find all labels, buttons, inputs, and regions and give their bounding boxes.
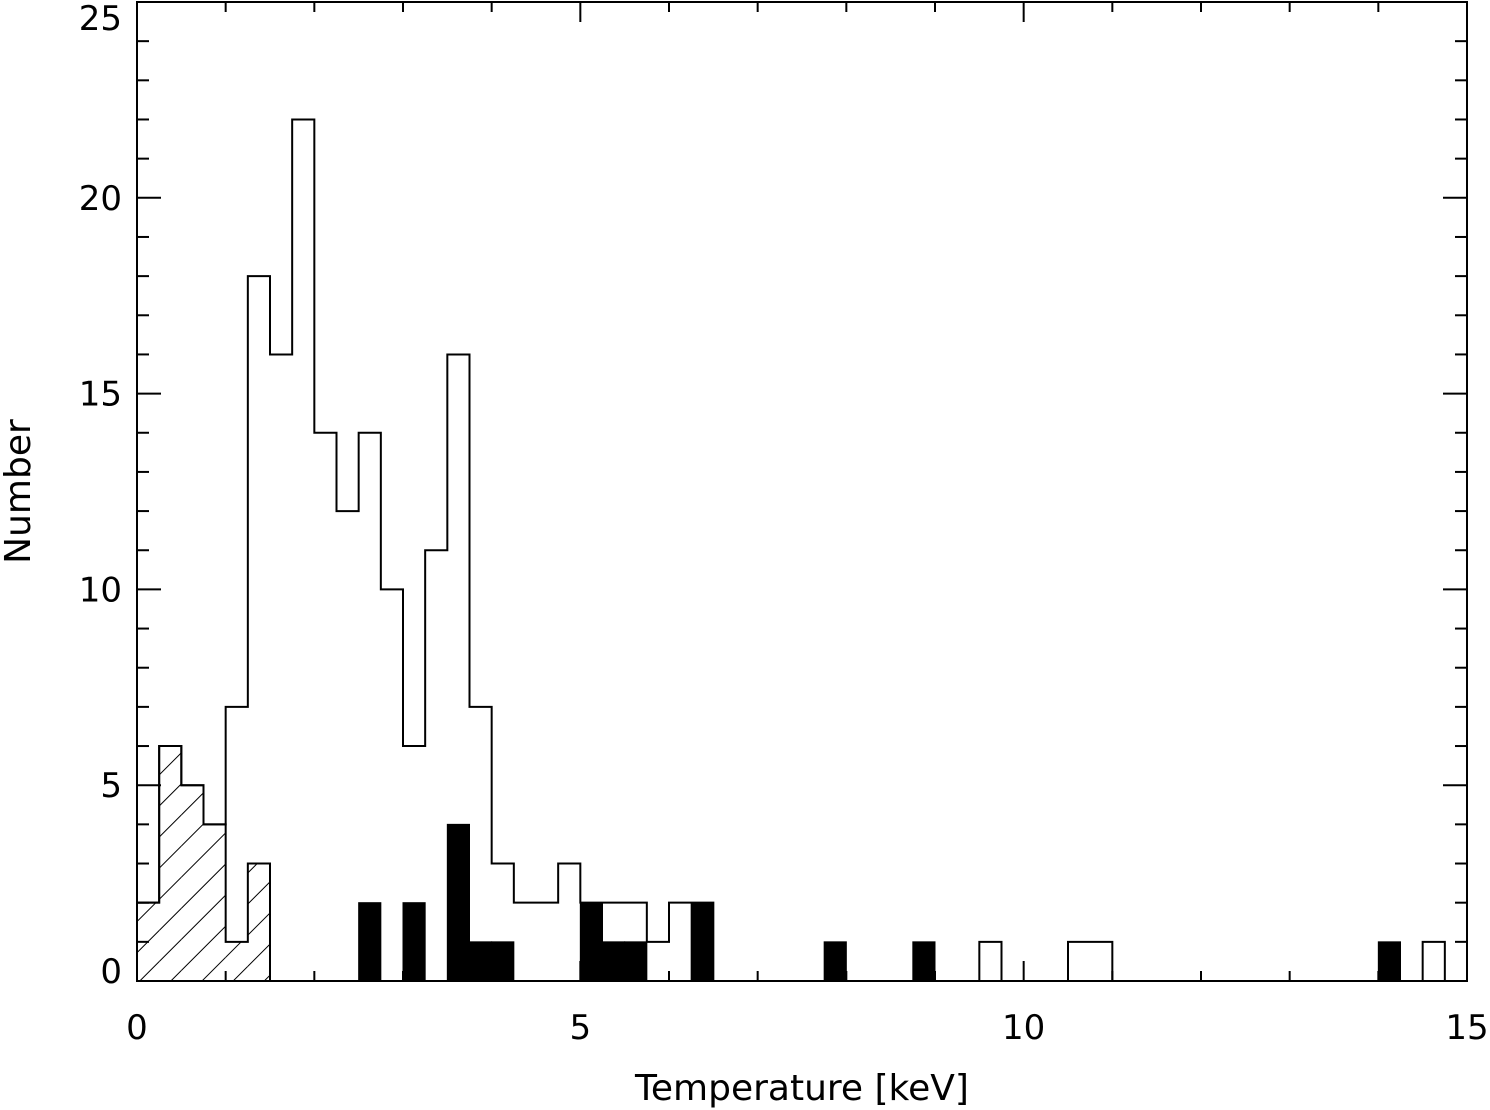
tick-labels: 0 5 10 15 0 5 10 15 20 25	[79, 0, 1489, 1048]
filled-bar	[579, 902, 603, 982]
hatched-bar	[203, 824, 226, 981]
y-tick-label: 20	[79, 179, 122, 219]
hatched-bar	[181, 785, 204, 981]
hatched-bar	[159, 746, 182, 981]
filled-bar	[690, 902, 714, 982]
filled-bar	[446, 823, 471, 982]
x-tick-label: 15	[1445, 1008, 1488, 1048]
filled-bar	[1377, 941, 1402, 982]
filled-histogram	[358, 823, 1402, 982]
filled-bar	[823, 941, 847, 982]
x-tick-label: 0	[126, 1008, 148, 1048]
y-tick-label: 10	[79, 570, 122, 610]
y-axis-title: Number	[0, 419, 39, 564]
x-axis-title: Temperature [keV]	[634, 1068, 969, 1109]
filled-bar	[602, 941, 626, 982]
x-tick-label: 10	[1002, 1008, 1045, 1048]
hatched-histogram	[136, 745, 271, 981]
filled-bar	[491, 941, 515, 982]
hatched-bar	[247, 863, 270, 981]
filled-bar	[624, 941, 648, 982]
y-tick-label: 5	[100, 766, 122, 806]
filled-bar	[358, 902, 382, 982]
x-tick-label: 5	[570, 1008, 592, 1048]
plot-frame	[136, 1, 1468, 982]
y-tick-label: 15	[79, 375, 122, 415]
y-tick-label: 0	[100, 952, 122, 992]
filled-bar	[402, 902, 426, 982]
filled-bar	[912, 941, 936, 982]
outline-step	[136, 118, 1446, 981]
y-tick-label: 25	[79, 0, 122, 39]
outline-histogram	[136, 118, 1446, 981]
hatched-bar	[225, 941, 248, 981]
filled-bar	[469, 941, 493, 982]
